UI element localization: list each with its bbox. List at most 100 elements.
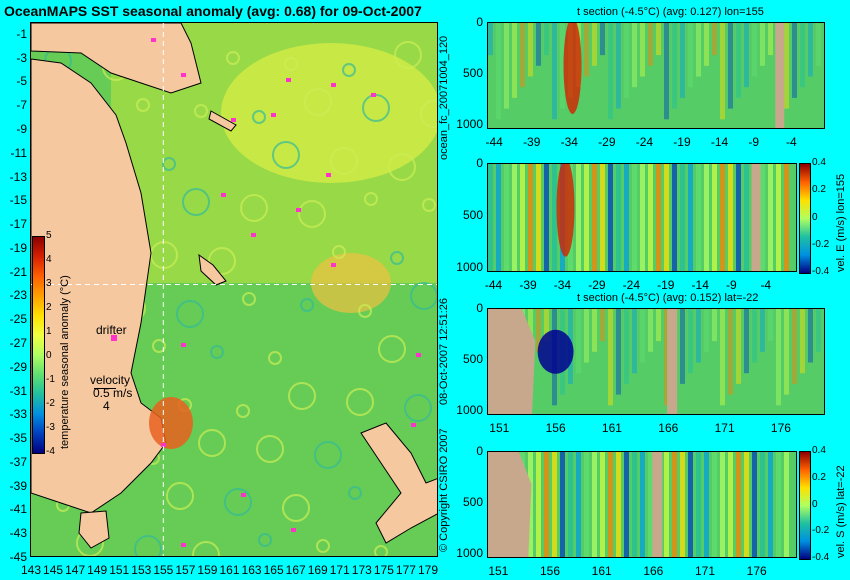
section-stripe	[720, 309, 725, 406]
section-stripe	[504, 164, 509, 271]
section-x-tick: -14	[710, 135, 729, 149]
map-colorbar-tick: 0	[46, 350, 52, 361]
drifter-marker	[271, 113, 276, 117]
eddy-swirl	[404, 394, 432, 422]
section-stripe	[664, 452, 669, 557]
eddy-swirl	[348, 486, 362, 500]
section-panel[interactable]	[487, 451, 797, 558]
section-y-tick: 500	[462, 494, 483, 509]
section-land	[652, 452, 663, 557]
eddy-swirl	[374, 545, 388, 556]
section-stripe	[576, 164, 581, 271]
section-stripe	[616, 309, 621, 395]
section-stripe	[560, 23, 565, 109]
section-stripe	[488, 23, 493, 56]
eddy-swirl	[242, 292, 256, 306]
drifter-marker	[231, 118, 236, 122]
eddy-swirl	[252, 110, 266, 124]
lat-tick: -39	[9, 478, 27, 493]
section-stripe	[608, 452, 613, 557]
section-stripe	[672, 23, 677, 109]
tasmania-land	[78, 510, 110, 549]
section-panel-title: t section (-4.5°C) (avg: 0.127) lon=155	[577, 6, 764, 18]
section-land	[751, 164, 761, 271]
eddy-swirl	[300, 298, 314, 312]
lon-tick: 175	[373, 563, 394, 577]
section-y-tick: 0	[476, 15, 483, 29]
section-canvas	[488, 309, 824, 414]
section-stripe	[608, 23, 613, 120]
drifter-marker	[161, 443, 166, 447]
section-stripe	[504, 23, 509, 109]
section-stripe	[744, 309, 749, 374]
lat-tick: -23	[9, 288, 27, 303]
section-panel[interactable]	[487, 22, 825, 129]
lat-tick: -37	[9, 454, 27, 469]
drifter-marker	[241, 493, 246, 497]
section-anomaly	[537, 329, 574, 374]
eddy-swirl	[256, 435, 284, 463]
lat-tick: -27	[9, 336, 27, 350]
section-stripe	[640, 309, 645, 363]
drifter-marker	[371, 93, 376, 97]
sst-anomaly-map[interactable]	[30, 22, 438, 557]
lat-tick: -35	[9, 431, 27, 446]
drifter-marker	[331, 83, 336, 87]
section-x-tick: -24	[622, 278, 640, 292]
map-colorbar	[32, 236, 45, 454]
section-x-tick: 151	[489, 421, 510, 435]
section-stripe	[744, 23, 749, 88]
section-y-tick: 0	[476, 156, 483, 170]
section-colorbar-tick: 0.2	[812, 184, 826, 196]
map-colorbar-label: temperature seasonal anomaly (°C)	[59, 275, 71, 449]
section-stripe	[616, 164, 621, 271]
lat-tick: -15	[9, 193, 27, 208]
drifter-marker	[181, 343, 186, 347]
section-stripe	[536, 309, 541, 352]
section-canvas	[488, 23, 824, 128]
lon-tick: 177	[395, 563, 416, 577]
section-stripe	[560, 452, 565, 557]
section-y-tick: 1000	[456, 545, 483, 560]
drifter-marker	[181, 543, 186, 547]
section-x-tick: 176	[746, 564, 767, 578]
eddy-swirl	[422, 198, 436, 212]
section-colorbar-tick: 0.4	[812, 445, 826, 456]
lat-tick: -41	[9, 502, 27, 517]
section-y-tick: 0	[476, 301, 483, 315]
lon-tick: 157	[175, 563, 196, 577]
section-panel[interactable]	[487, 163, 797, 272]
drifter-marker	[331, 263, 336, 267]
section-stripe	[688, 309, 693, 374]
section-y-tick: 0	[476, 444, 483, 458]
lon-tick: 159	[197, 563, 218, 577]
section-stripe	[704, 452, 709, 557]
drifter-marker-icon	[111, 335, 117, 341]
section-stripe	[616, 452, 621, 557]
section-stripe	[496, 164, 501, 271]
section-x-tick: 171	[714, 421, 735, 435]
section-stripe	[784, 164, 789, 271]
section-panel[interactable]	[487, 308, 825, 415]
velocity-label: velocity	[90, 373, 131, 387]
section-stripe	[648, 309, 653, 352]
eddy-swirl	[298, 200, 326, 228]
section-stripe	[624, 23, 629, 98]
eddy-swirl	[226, 51, 240, 65]
map-colorbar-tick: 4	[46, 254, 52, 265]
section-stripe	[680, 164, 685, 271]
section-stripe	[760, 452, 765, 557]
map-colorbar-tick: -3	[46, 422, 55, 433]
eddy-swirl	[268, 351, 282, 365]
section-stripe	[656, 309, 661, 342]
section-x-tick: 156	[540, 564, 561, 578]
section-x-tick: -34	[560, 135, 578, 149]
section-land	[488, 309, 536, 414]
section-land	[667, 309, 678, 414]
section-stripe	[584, 309, 589, 363]
section-stripe	[776, 309, 781, 406]
section-stripe	[512, 23, 517, 98]
section-stripe	[648, 164, 653, 271]
section-stripe	[672, 164, 677, 271]
eddy-swirl	[358, 304, 372, 318]
